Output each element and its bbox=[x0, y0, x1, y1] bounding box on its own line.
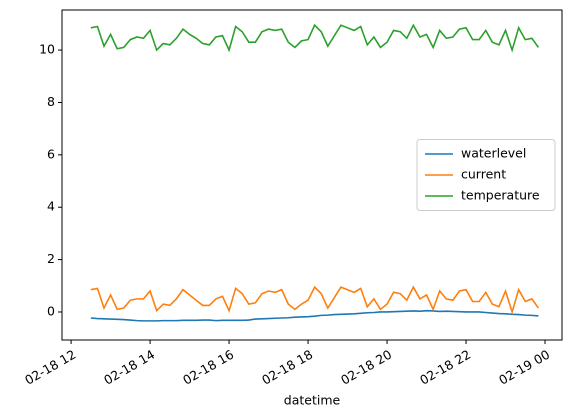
series-line bbox=[90, 309, 539, 322]
x-tick-label: 02-18 12 bbox=[22, 347, 78, 388]
legend-label: temperature bbox=[461, 188, 540, 203]
x-tick-label: 02-19 00 bbox=[496, 347, 552, 388]
x-tick-label: 02-18 14 bbox=[101, 347, 157, 388]
legend-box bbox=[416, 139, 556, 211]
y-tick-label: 4 bbox=[47, 199, 55, 214]
y-tick-label: 10 bbox=[39, 42, 55, 57]
x-tick-label: 02-18 22 bbox=[417, 347, 473, 388]
x-tick-label: 02-18 20 bbox=[338, 347, 394, 388]
series-line bbox=[90, 285, 540, 315]
y-tick-label: 0 bbox=[47, 303, 55, 318]
y-tick-label: 2 bbox=[47, 251, 55, 266]
legend-label: waterlevel bbox=[461, 146, 526, 161]
legend-label: current bbox=[461, 167, 506, 182]
x-axis-label: datetime bbox=[284, 393, 341, 408]
y-tick-label: 6 bbox=[47, 146, 55, 161]
y-tick-label: 8 bbox=[47, 94, 55, 109]
x-tick-label: 02-18 16 bbox=[180, 347, 236, 388]
series-line bbox=[90, 23, 540, 53]
x-tick-label: 02-18 18 bbox=[259, 347, 315, 388]
